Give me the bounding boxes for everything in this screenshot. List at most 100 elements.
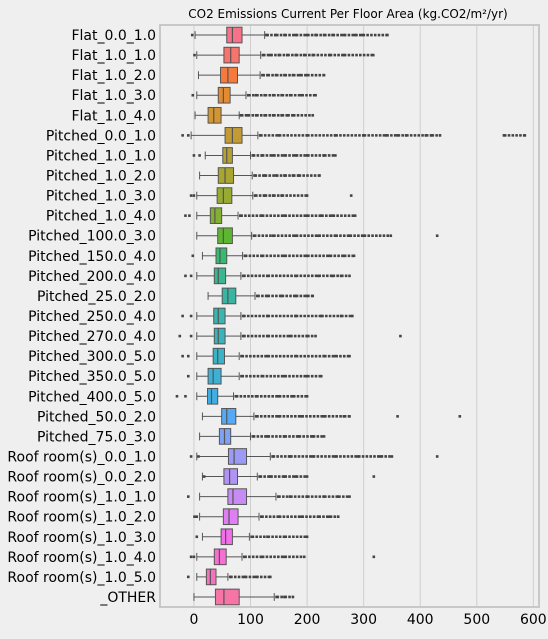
outlier-point [349,194,353,197]
outlier-point [334,154,337,157]
box-iqr [221,408,237,425]
y-tick-label: _OTHER [99,590,156,606]
outlier-point [191,254,195,258]
box-layer [175,26,527,606]
outlier-point [305,194,309,197]
box-iqr [207,367,222,385]
outlier-point [322,435,326,438]
outlier-point [351,314,354,318]
box-iqr [213,327,226,345]
x-tick-label: 0 [189,612,198,628]
y-tick-label: Pitched_25.0_2.0 [37,289,156,305]
y-tick-label: Pitched_1.0_4.0 [46,209,156,225]
y-tick-label: Flat_1.0_1.0 [71,48,156,64]
outlier-point [311,455,315,458]
outlier-point [305,475,309,478]
y-tick-label: Flat_1.0_3.0 [71,88,156,104]
box-group [195,528,309,546]
outlier-point [186,134,190,137]
x-tick-label: 100 [237,612,264,628]
y-tick-label: Pitched_50.0_2.0 [37,409,156,425]
outlier-point [190,33,194,37]
outlier-point [435,234,439,238]
box-iqr [223,46,240,64]
outlier-point [386,33,389,37]
outlier-point [198,154,201,157]
box-iqr [216,187,233,204]
outlier-point [342,33,346,37]
y-tick-label: Roof room(s)_1.0_4.0 [7,550,156,566]
box-iqr [222,508,239,526]
box-group [189,548,376,566]
box-iqr [227,448,248,465]
outlier-point [322,73,326,77]
x-tick-label: 200 [294,612,321,628]
y-tick-label: Roof room(s)_1.0_3.0 [7,530,156,546]
box-iqr [227,488,248,505]
box-iqr [224,127,243,144]
y-tick-label: Pitched_0.0_1.0 [46,128,156,144]
outlier-point [189,334,193,338]
outlier-point [352,254,356,258]
outlier-point [191,93,195,97]
outlier-point [189,314,193,318]
outlier-point [291,595,295,599]
y-tick-label: Pitched_300.0_5.0 [28,349,156,365]
box-iqr [220,66,238,84]
box-group [193,46,375,64]
x-tick-label: 300 [350,612,377,628]
outlier-point [186,354,190,358]
outlier-point [184,274,187,278]
box-group [190,26,389,44]
outlier-point [269,575,272,579]
outlier-point [294,234,298,238]
outlier-point [197,455,200,458]
outlier-point [348,354,351,358]
outlier-point [305,535,309,539]
outlier-point [188,214,191,217]
box-group [194,106,315,124]
outlier-point [294,33,298,37]
outlier-point [181,314,184,318]
outlier-point [186,495,190,498]
box-group [191,86,317,104]
outlier-point [184,394,187,398]
outlier-point [328,515,332,518]
outlier-point [371,53,375,57]
y-tick-label: Pitched_150.0_4.0 [28,249,156,265]
box-group [207,287,315,305]
box-group [193,508,340,526]
box-group [201,468,376,485]
box-iqr [222,147,233,164]
outlier-point [189,455,193,458]
box-iqr [217,227,233,245]
outlier-point [294,294,298,298]
y-tick-labels: Flat_0.0_1.0 Flat_1.0_1.0 Flat_1.0_2.0 Flat… [7,28,156,606]
grid-layer [193,26,534,606]
y-tick-label: Flat_0.0_1.0 [71,28,156,44]
x-tick-label: 600 [520,612,547,628]
outlier-point [189,194,193,197]
x-tick-label: 500 [463,612,490,628]
outlier-point [458,415,462,418]
outlier-point [319,374,323,378]
box-iqr [207,387,219,405]
box-iqr [220,528,233,546]
box-group [186,568,272,586]
box-group [192,147,337,164]
box-group [184,207,357,224]
outlier-point [175,394,179,398]
y-tick-label: Pitched_100.0_3.0 [28,229,156,245]
y-tick-label: Pitched_1.0_1.0 [46,148,156,164]
outlier-point [195,535,199,539]
outlier-point [336,515,340,518]
box-iqr [223,468,238,485]
outlier-point [435,455,439,458]
y-tick-label: Roof room(s)_0.0_1.0 [7,449,156,465]
box-iqr [226,26,243,44]
outlier-point [193,53,196,57]
y-tick-label: Roof room(s)_1.0_1.0 [7,490,156,506]
box-group [181,307,354,325]
